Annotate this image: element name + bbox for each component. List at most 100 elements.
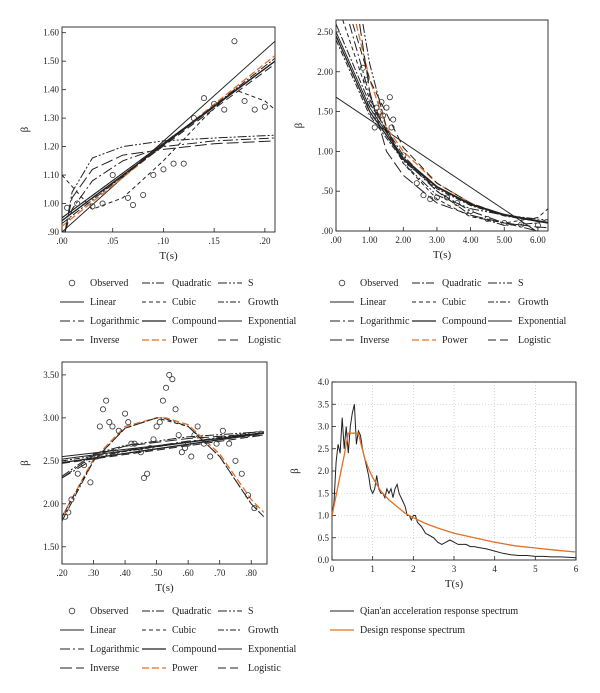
series-inverse [359, 23, 548, 229]
legend-label: Logistic [518, 335, 551, 346]
x-axis-label: T(s) [445, 578, 464, 590]
y-axis-label: β [289, 468, 301, 474]
legend-label: Inverse [90, 663, 120, 674]
x-tick-label: .40 [119, 568, 131, 578]
y-tick-label: 3.0 [318, 422, 330, 432]
legend-label: Power [172, 663, 198, 674]
x-tick-label: 3.00 [429, 235, 445, 245]
legend-label: Quadratic [172, 606, 212, 617]
observed-point [211, 100, 218, 107]
legend-label: Logarithmic [90, 316, 140, 327]
observed-point [232, 457, 239, 464]
x-tick-label: .20 [56, 568, 68, 578]
observed-point [156, 419, 163, 426]
x-tick-label: 3 [452, 564, 457, 574]
y-tick-label: 0.5 [318, 533, 330, 543]
x-tick-label: 1.00 [362, 235, 378, 245]
x-tick-label: 0 [330, 564, 335, 574]
legend-label: S [518, 278, 524, 289]
observed-point [100, 406, 107, 413]
y-tick-label: 2.50 [43, 456, 59, 466]
x-tick-label: 5.00 [496, 235, 512, 245]
series-group [62, 371, 265, 522]
series-logistic [62, 434, 264, 464]
y-tick-label: .90 [48, 227, 60, 237]
series-s [62, 431, 264, 477]
x-tick-label: .50 [151, 568, 163, 578]
legend-label: Exponential [248, 316, 297, 327]
y-axis-label: β [19, 460, 31, 466]
observed-point [103, 397, 110, 404]
y-tick-label: 3.50 [43, 370, 59, 380]
observed-point [166, 371, 173, 378]
observed-point [87, 479, 94, 486]
legend-label: Inverse [90, 335, 120, 346]
x-axis-label: T(s) [159, 250, 178, 262]
series-cubic [62, 89, 275, 210]
series-cubic [342, 20, 548, 224]
y-tick-label: 1.50 [43, 56, 59, 66]
observed-point [93, 453, 100, 460]
x-tick-label: 4.00 [463, 235, 479, 245]
legend-label: Logarithmic [360, 316, 410, 327]
legend-label: Logistic [248, 663, 281, 674]
observed-point [400, 152, 407, 159]
observed-point [388, 124, 395, 131]
plot-frame [61, 26, 276, 233]
observed-point [147, 444, 154, 451]
x-tick-label: .10 [158, 236, 170, 246]
series-linear [62, 40, 275, 232]
legend-marker-observed [68, 279, 76, 287]
observed-point [363, 76, 370, 83]
observed-point [213, 440, 220, 447]
legend-label: S [248, 278, 254, 289]
observed-point [68, 496, 75, 503]
x-tick-label: 2.00 [395, 235, 411, 245]
legend-label: Cubic [442, 297, 466, 308]
legend-label: Observed [360, 278, 398, 289]
observed-point [371, 124, 378, 131]
series-growth [336, 39, 548, 224]
observed-point [390, 116, 397, 123]
legend-label: Compound [172, 644, 216, 655]
y-tick-label: .50 [322, 186, 334, 196]
observed-point [454, 200, 461, 207]
y-tick-label: 0.0 [318, 555, 330, 565]
observed-point [370, 112, 377, 119]
series-group [332, 404, 576, 559]
legend-label: Inverse [360, 335, 390, 346]
series-cubic [62, 417, 265, 518]
observed-point [427, 196, 434, 203]
x-tick-label: 5 [533, 564, 538, 574]
series-growth [62, 430, 264, 462]
y-tick-label: 1.00 [317, 146, 333, 156]
observed-point [150, 172, 157, 179]
legend-label: S [248, 606, 254, 617]
series-inverse [64, 140, 275, 232]
legend-label: Quadratic [172, 278, 212, 289]
observed-point [534, 222, 541, 229]
x-tick-label: .20 [259, 236, 271, 246]
observed-point [378, 99, 385, 106]
y-tick-label: 1.5 [318, 488, 330, 498]
series-quadratic [62, 417, 265, 522]
x-tick-label: 1 [370, 564, 375, 574]
observed-point [175, 432, 182, 439]
series-power [62, 417, 265, 518]
legend-marker-observed [68, 607, 76, 615]
observed-point [207, 453, 214, 460]
observed-point [185, 440, 192, 447]
observed-point [238, 470, 245, 477]
series-quadratic [336, 23, 548, 226]
y-tick-label: 4.0 [318, 377, 330, 387]
observed-point [484, 216, 491, 223]
series-qian-an-acceleration-response-spectrum [332, 404, 576, 559]
legend-label: Linear [90, 625, 117, 636]
y-tick-label: 1.40 [43, 85, 59, 95]
series-group [336, 20, 548, 231]
series-s [64, 134, 275, 232]
observed-point [128, 440, 135, 447]
legend-fit-panel-a: Observed Quadratic S Linear Cubic Growth Logar… [60, 278, 297, 346]
observed-point [366, 100, 373, 107]
